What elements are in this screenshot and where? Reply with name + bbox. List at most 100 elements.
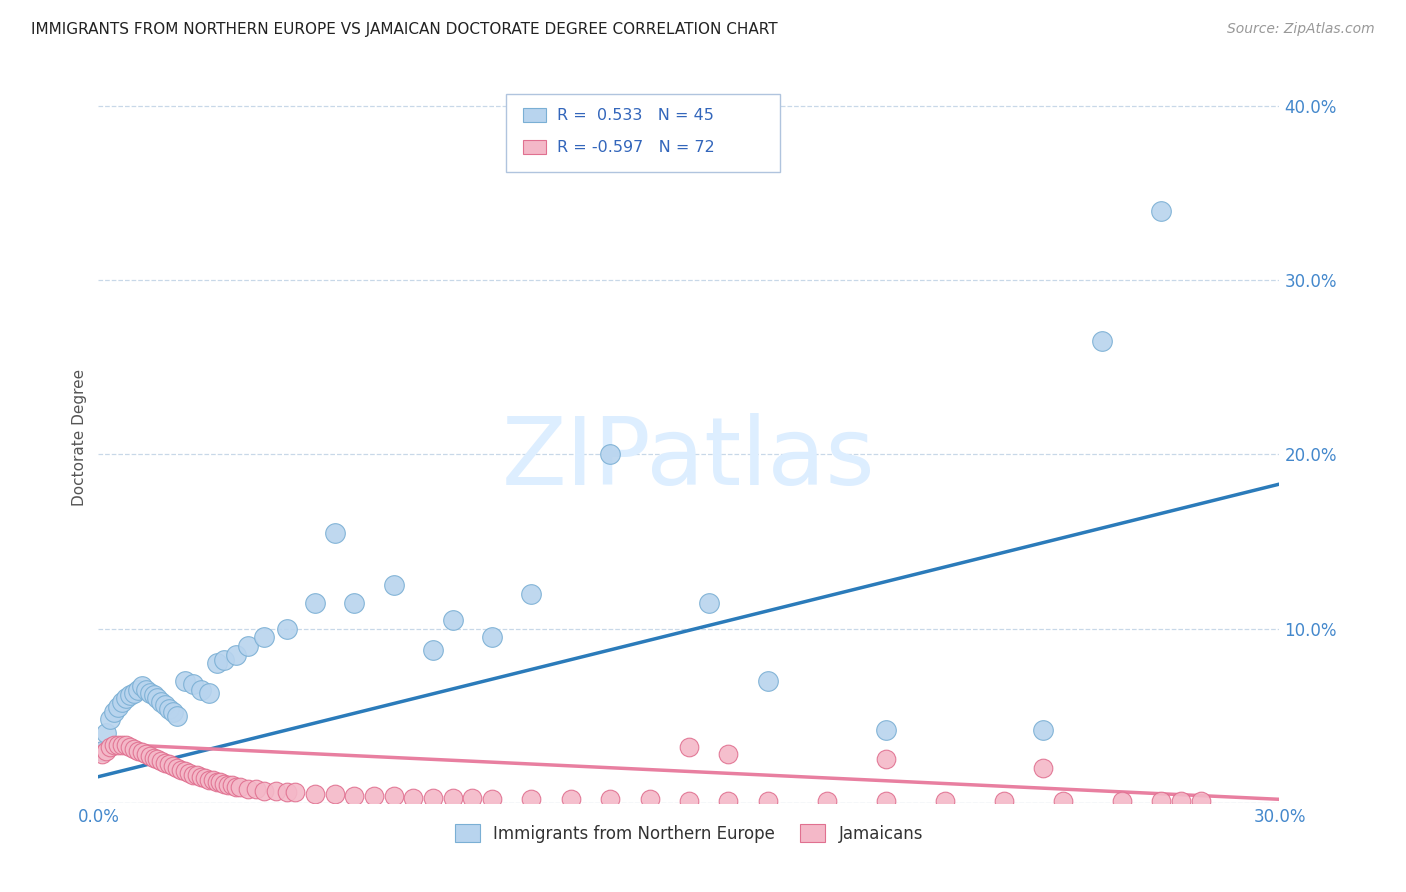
Point	[382, 578, 405, 592]
Text: Source: ZipAtlas.com: Source: ZipAtlas.com	[1227, 22, 1375, 37]
Point	[142, 750, 165, 764]
Point	[115, 739, 138, 753]
Point	[599, 448, 621, 462]
Point	[756, 794, 779, 808]
Point	[697, 595, 720, 609]
Point	[304, 595, 326, 609]
Point	[205, 657, 228, 671]
Point	[284, 785, 307, 799]
Point	[118, 688, 141, 702]
Point	[96, 743, 118, 757]
Point	[225, 780, 247, 794]
Point	[138, 686, 160, 700]
Point	[1052, 794, 1074, 808]
Point	[304, 787, 326, 801]
Point	[131, 745, 153, 759]
Point	[678, 794, 700, 808]
Point	[343, 595, 366, 609]
Point	[276, 785, 298, 799]
Point	[993, 794, 1015, 808]
Point	[461, 790, 484, 805]
Point	[190, 770, 212, 784]
Point	[638, 792, 661, 806]
Point	[236, 781, 259, 796]
Point	[520, 792, 543, 806]
Point	[382, 789, 405, 803]
Y-axis label: Doctorate Degree: Doctorate Degree	[72, 368, 87, 506]
Point	[875, 723, 897, 737]
Point	[142, 688, 165, 702]
Point	[815, 794, 838, 808]
Point	[441, 613, 464, 627]
Point	[422, 790, 444, 805]
Point	[103, 739, 125, 753]
Point	[875, 752, 897, 766]
Point	[146, 752, 169, 766]
Point	[1111, 794, 1133, 808]
Point	[96, 726, 118, 740]
Text: R =  0.533   N = 45: R = 0.533 N = 45	[557, 108, 714, 122]
Point	[481, 792, 503, 806]
Point	[162, 705, 184, 719]
Point	[276, 622, 298, 636]
Point	[174, 764, 197, 779]
Point	[520, 587, 543, 601]
Point	[717, 794, 740, 808]
Point	[122, 741, 145, 756]
Point	[111, 695, 134, 709]
Point	[150, 754, 173, 768]
Point	[205, 775, 228, 789]
Point	[560, 792, 582, 806]
Point	[146, 691, 169, 706]
Point	[678, 740, 700, 755]
Point	[422, 642, 444, 657]
Point	[236, 639, 259, 653]
Point	[343, 789, 366, 803]
Point	[127, 743, 149, 757]
Point	[98, 712, 121, 726]
Point	[103, 705, 125, 719]
Legend: Immigrants from Northern Europe, Jamaicans: Immigrants from Northern Europe, Jamaica…	[449, 818, 929, 849]
Point	[1032, 723, 1054, 737]
Point	[177, 766, 200, 780]
Point	[756, 673, 779, 688]
Text: IMMIGRANTS FROM NORTHERN EUROPE VS JAMAICAN DOCTORATE DEGREE CORRELATION CHART: IMMIGRANTS FROM NORTHERN EUROPE VS JAMAI…	[31, 22, 778, 37]
Point	[441, 790, 464, 805]
Point	[181, 768, 204, 782]
Point	[201, 773, 224, 788]
Point	[115, 691, 138, 706]
Point	[170, 763, 193, 777]
Point	[217, 778, 239, 792]
Point	[214, 777, 236, 791]
Point	[264, 783, 287, 797]
Point	[150, 695, 173, 709]
Point	[98, 740, 121, 755]
Point	[186, 768, 208, 782]
Point	[214, 653, 236, 667]
Point	[111, 739, 134, 753]
Point	[1150, 203, 1173, 218]
Point	[323, 787, 346, 801]
Point	[225, 648, 247, 662]
Point	[122, 686, 145, 700]
Point	[166, 761, 188, 775]
Point	[229, 780, 252, 794]
Point	[194, 772, 217, 786]
Point	[155, 698, 177, 713]
Point	[174, 673, 197, 688]
Point	[323, 525, 346, 540]
Point	[157, 757, 180, 772]
Point	[155, 756, 177, 770]
Point	[91, 747, 114, 761]
Point	[1091, 334, 1114, 349]
Point	[599, 792, 621, 806]
Point	[138, 748, 160, 763]
Point	[181, 677, 204, 691]
Point	[253, 631, 276, 645]
Point	[107, 700, 129, 714]
Point	[190, 682, 212, 697]
Text: ZIPatlas: ZIPatlas	[502, 413, 876, 505]
Point	[934, 794, 956, 808]
Point	[197, 686, 219, 700]
Point	[245, 781, 267, 796]
